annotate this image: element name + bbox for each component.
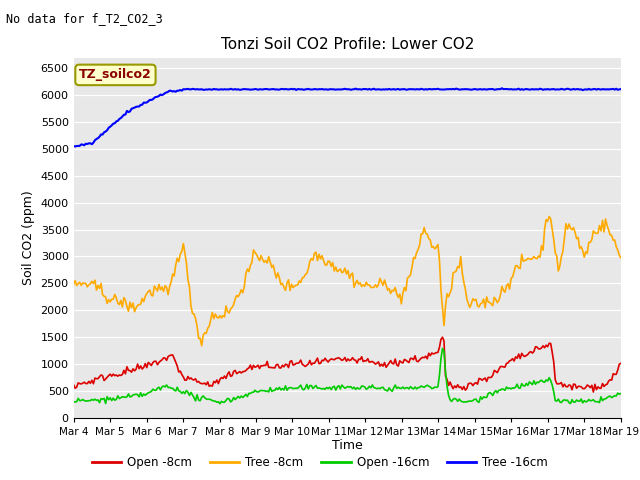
Text: No data for f_T2_CO2_3: No data for f_T2_CO2_3 — [6, 12, 163, 25]
X-axis label: Time: Time — [332, 439, 363, 453]
Legend: Open -8cm, Tree -8cm, Open -16cm, Tree -16cm: Open -8cm, Tree -8cm, Open -16cm, Tree -… — [87, 452, 553, 474]
Text: TZ_soilco2: TZ_soilco2 — [79, 68, 152, 82]
Title: Tonzi Soil CO2 Profile: Lower CO2: Tonzi Soil CO2 Profile: Lower CO2 — [221, 37, 474, 52]
Y-axis label: Soil CO2 (ppm): Soil CO2 (ppm) — [22, 190, 35, 285]
